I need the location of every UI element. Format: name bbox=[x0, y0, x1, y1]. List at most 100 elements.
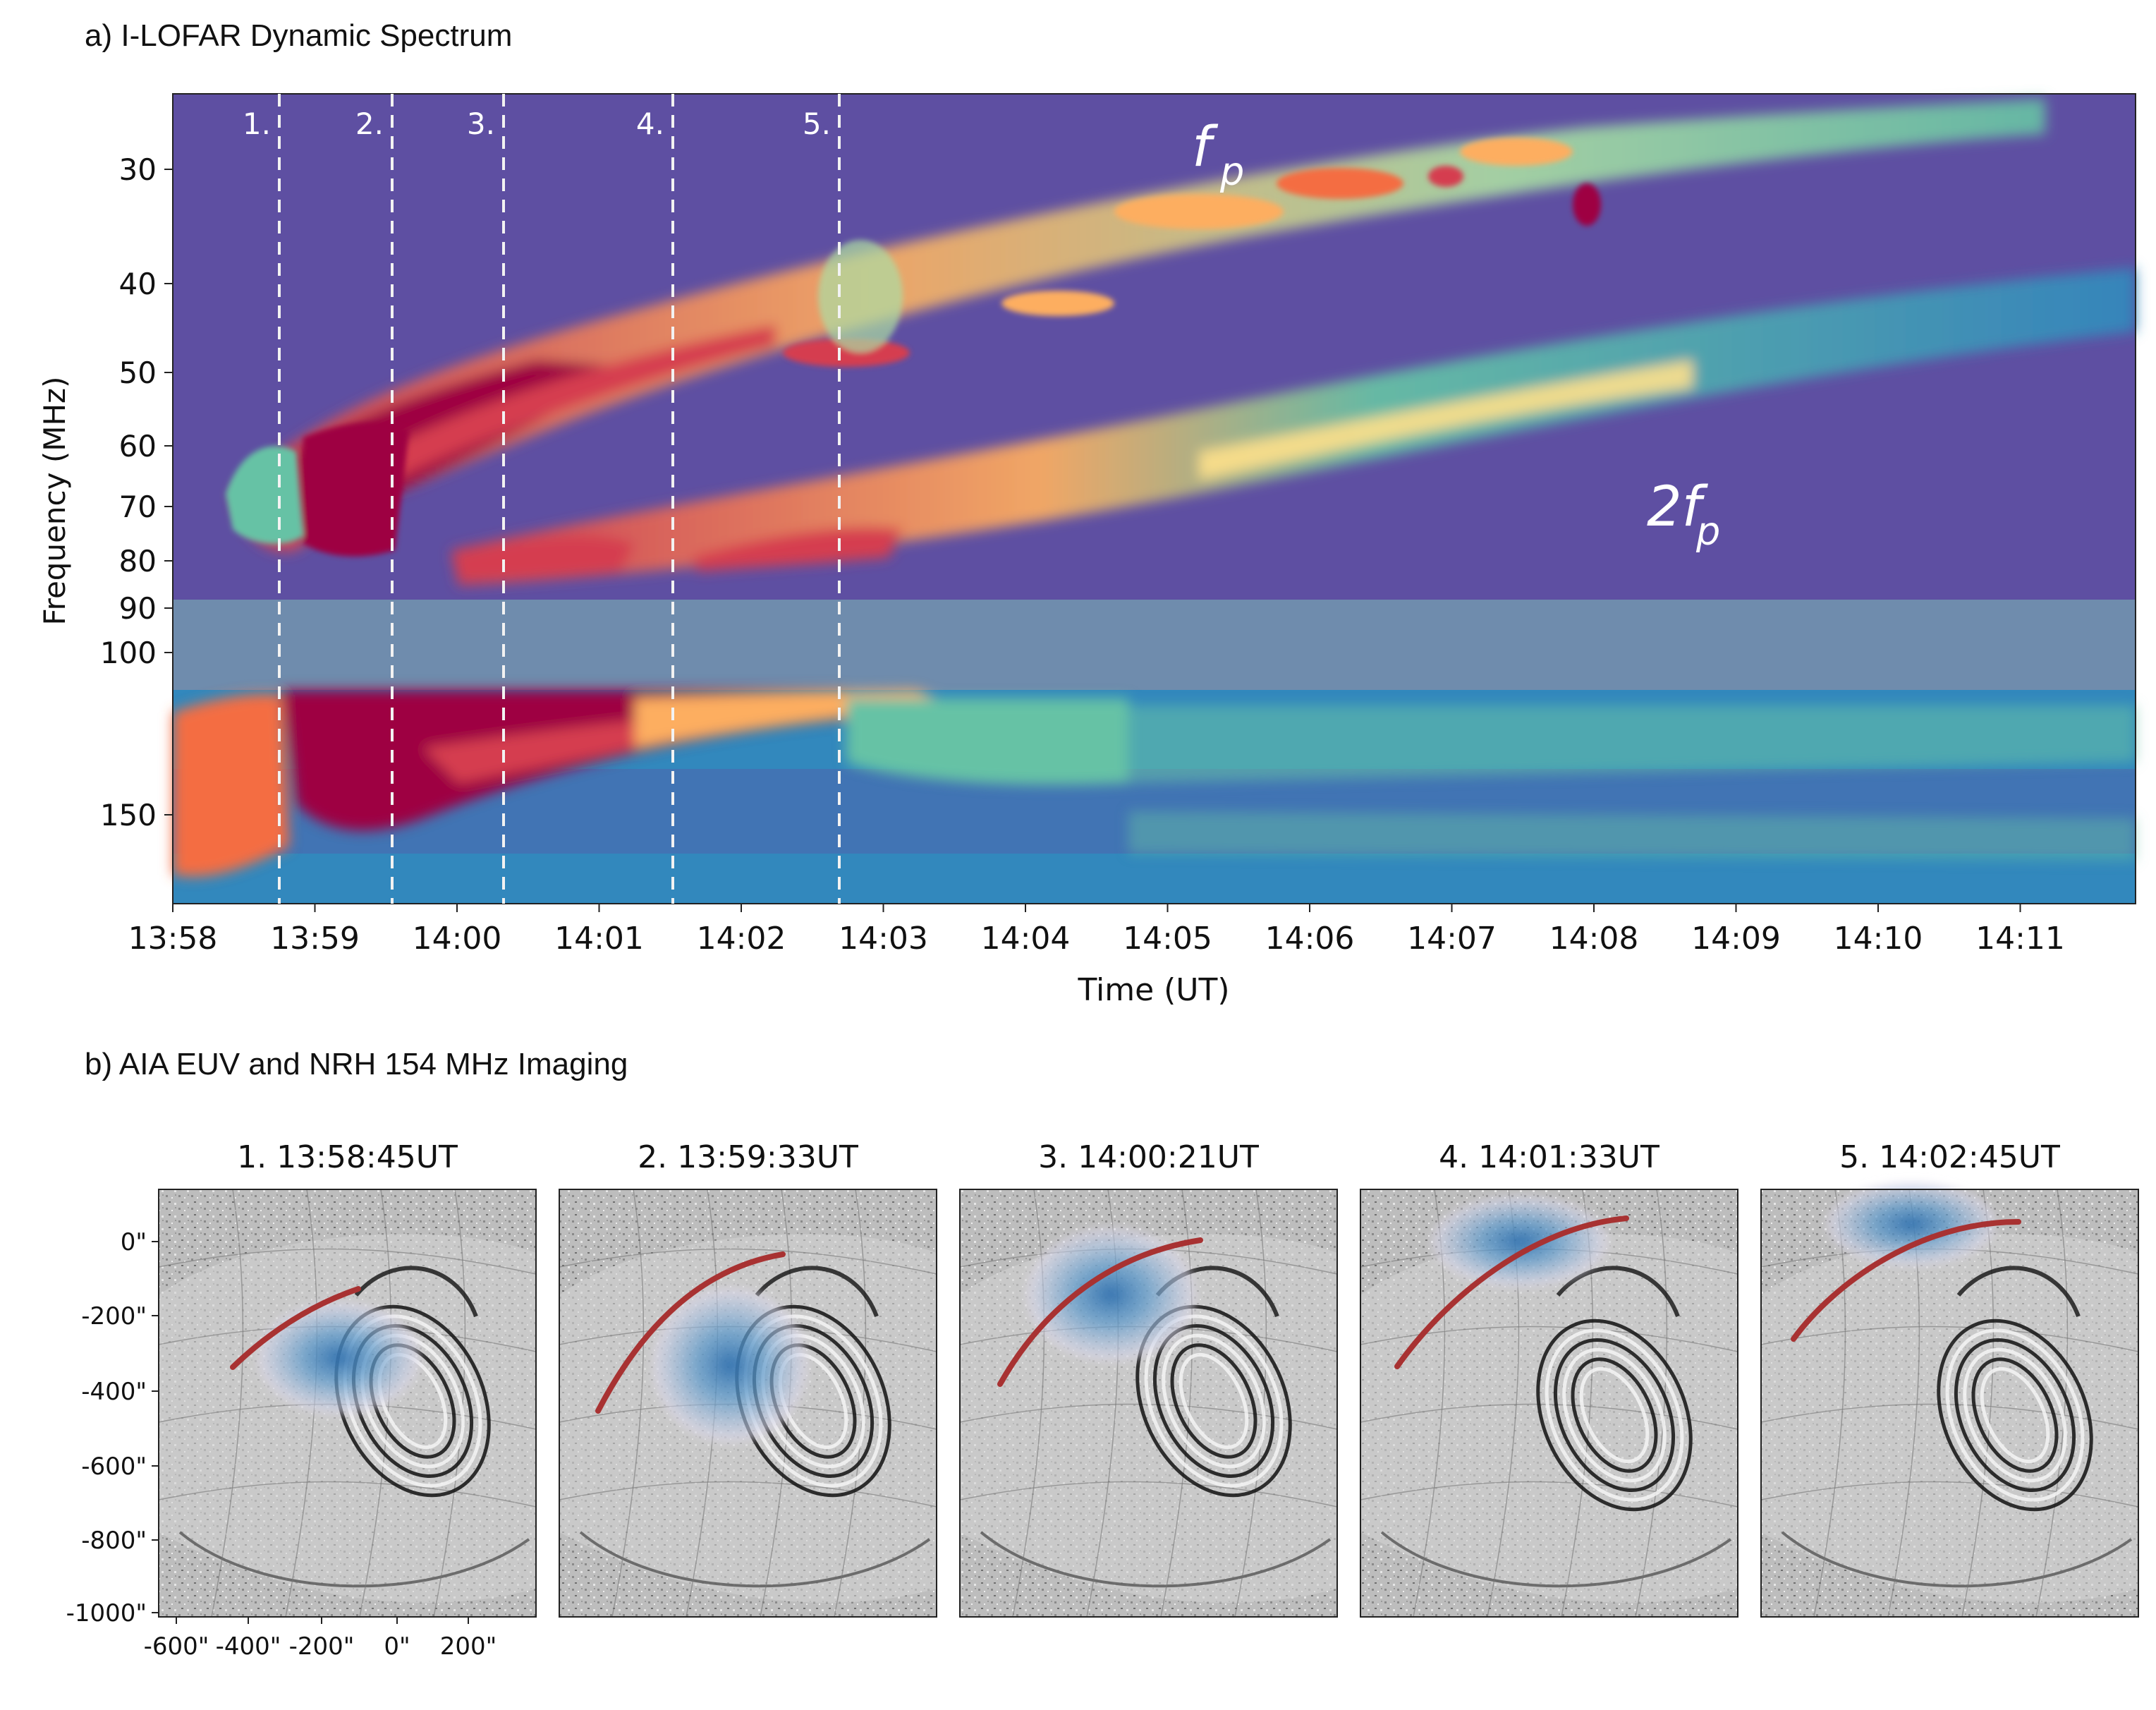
grid-line bbox=[559, 1248, 937, 1275]
coronal-loop bbox=[1545, 1328, 1684, 1502]
image-frame-4: 4. 14:01:33UT bbox=[1360, 1139, 1738, 1618]
solar-disk bbox=[559, 1234, 937, 1603]
nrh-radio-source bbox=[1432, 1196, 1608, 1287]
euv-image bbox=[559, 1189, 937, 1617]
grid-line bbox=[559, 1481, 937, 1508]
burst-track bbox=[595, 1251, 786, 1414]
limb-arc bbox=[1781, 1531, 2133, 1588]
solar-disk bbox=[960, 1234, 1337, 1603]
grid-line bbox=[158, 1403, 537, 1430]
coronal-loop bbox=[1937, 1318, 2093, 1512]
grid-line bbox=[559, 1326, 937, 1352]
marker-label: 3. bbox=[467, 107, 495, 141]
grid-line bbox=[1086, 1189, 1119, 1618]
grid-line bbox=[433, 1189, 466, 1618]
x-tick-label: 14:07 bbox=[1407, 921, 1497, 957]
imaging-frames: 1. 13:58:45UT 2. 13:59:33UT 3. 14:00:21UT 4… bbox=[66, 1139, 2139, 1661]
image-frame-1: 1. 13:58:45UT bbox=[158, 1139, 537, 1618]
harmonic-emission-band bbox=[451, 268, 2136, 586]
grid-line bbox=[285, 1189, 318, 1618]
coronal-loop bbox=[1963, 1347, 2067, 1483]
x-tick-label: 14:05 bbox=[1123, 921, 1212, 957]
grid-line bbox=[359, 1189, 392, 1618]
grid-line bbox=[2035, 1189, 2069, 1618]
y-tick-label: 150 bbox=[100, 798, 157, 832]
euv-image bbox=[960, 1189, 1337, 1617]
marker-label: 2. bbox=[355, 107, 384, 141]
burst-onset bbox=[226, 423, 409, 557]
limb-arc bbox=[1380, 1531, 1732, 1588]
x-tick-label: 14:11 bbox=[1975, 921, 2065, 957]
nrh-radio-source bbox=[1026, 1227, 1195, 1362]
coronal-loop bbox=[1144, 1314, 1284, 1488]
y-tick-label: 50 bbox=[119, 356, 157, 390]
image-y-tick-label: -400" bbox=[81, 1378, 147, 1406]
nrh-radio-source bbox=[257, 1302, 420, 1414]
y-tick-label: 90 bbox=[119, 591, 157, 626]
coronal-loop bbox=[1162, 1333, 1266, 1469]
grid-line bbox=[559, 1403, 937, 1430]
x-tick-label: 14:09 bbox=[1691, 921, 1781, 957]
grid-line bbox=[1635, 1189, 1668, 1618]
burst-track bbox=[230, 1286, 361, 1370]
grid-line bbox=[1887, 1189, 1920, 1618]
grid-line bbox=[1961, 1189, 1994, 1618]
y-axis-label: Frequency (MHz) bbox=[37, 377, 72, 626]
coronal-loop bbox=[1155, 1266, 1279, 1318]
image-y-tick-label: 0" bbox=[121, 1228, 147, 1256]
x-axis-ticks: 13:58 13:59 14:00 14:01 14:02 14:03 14:04 14:05… bbox=[128, 904, 2065, 957]
image-frame-5: 5. 14:02:45UT bbox=[1760, 1139, 2139, 1618]
limb-arc bbox=[579, 1531, 931, 1588]
grid-line bbox=[834, 1189, 867, 1618]
coronal-loop bbox=[1556, 1266, 1680, 1318]
image-frame-border bbox=[1760, 1189, 2139, 1618]
grid-line bbox=[959, 1481, 1338, 1508]
coronal-loop bbox=[1956, 1266, 2081, 1318]
grid-line bbox=[1012, 1189, 1045, 1618]
time-markers: 1. 2. 3. 4. 5. bbox=[243, 94, 841, 904]
limb-arc bbox=[980, 1531, 1332, 1588]
coronal-loop bbox=[761, 1333, 865, 1469]
image-y-tick-label: -600" bbox=[81, 1453, 147, 1481]
frequency-gap-band bbox=[173, 600, 2136, 690]
harmonic-annotation: 2f p bbox=[1647, 475, 1720, 554]
grid-line bbox=[211, 1189, 244, 1618]
coronal-loop bbox=[1179, 1352, 1249, 1450]
image-x-tick-label: 200" bbox=[440, 1632, 497, 1661]
burst-track bbox=[1394, 1215, 1629, 1369]
2fp-label-sub: p bbox=[1695, 509, 1720, 554]
dynamic-spectrum-plot: 1. 2. 3. 4. 5. f p 2f p Frequency (MHz) Time… bbox=[37, 93, 2136, 1008]
grid-line bbox=[686, 1189, 719, 1618]
coronal-loop bbox=[1553, 1338, 1676, 1492]
image-frame-2: 2. 13:59:33UT bbox=[559, 1139, 937, 1618]
coronal-loop bbox=[1135, 1304, 1292, 1498]
panel-b-title: b) AIA EUV and NRH 154 MHz Imaging bbox=[85, 1047, 628, 1081]
x-tick-label: 13:58 bbox=[128, 921, 218, 957]
grid-line bbox=[611, 1189, 645, 1618]
coronal-loop bbox=[1954, 1338, 2076, 1492]
coronal-loop bbox=[1170, 1343, 1257, 1459]
frame-label: 5. 14:02:45UT bbox=[1839, 1139, 2060, 1175]
burst-track bbox=[1791, 1219, 2021, 1342]
image-frame-3: 3. 14:00:21UT bbox=[959, 1139, 1338, 1618]
coronal-loop bbox=[778, 1352, 848, 1450]
coronal-loop bbox=[755, 1266, 879, 1318]
grid-line bbox=[1760, 1481, 2139, 1508]
image-frame-border bbox=[158, 1189, 537, 1618]
grid-line bbox=[158, 1248, 537, 1275]
grid-line bbox=[1360, 1403, 1738, 1430]
y-tick-label: 100 bbox=[100, 636, 157, 670]
hba-emission-region bbox=[173, 690, 2136, 904]
y-axis-ticks: 30 40 50 60 70 80 90 100 150 bbox=[100, 152, 173, 832]
x-tick-label: 14:00 bbox=[413, 921, 502, 957]
grid-line bbox=[760, 1189, 793, 1618]
x-axis-label: Time (UT) bbox=[1077, 972, 1229, 1008]
coronal-loop bbox=[1945, 1328, 2085, 1502]
2fp-label: 2f bbox=[1647, 475, 1709, 539]
marker-label: 1. bbox=[243, 107, 271, 141]
coronal-loop bbox=[360, 1333, 465, 1469]
x-tick-label: 14:02 bbox=[697, 921, 786, 957]
x-tick-label: 13:59 bbox=[270, 921, 360, 957]
euv-image bbox=[159, 1189, 536, 1617]
spectrum-frame bbox=[172, 93, 2136, 904]
